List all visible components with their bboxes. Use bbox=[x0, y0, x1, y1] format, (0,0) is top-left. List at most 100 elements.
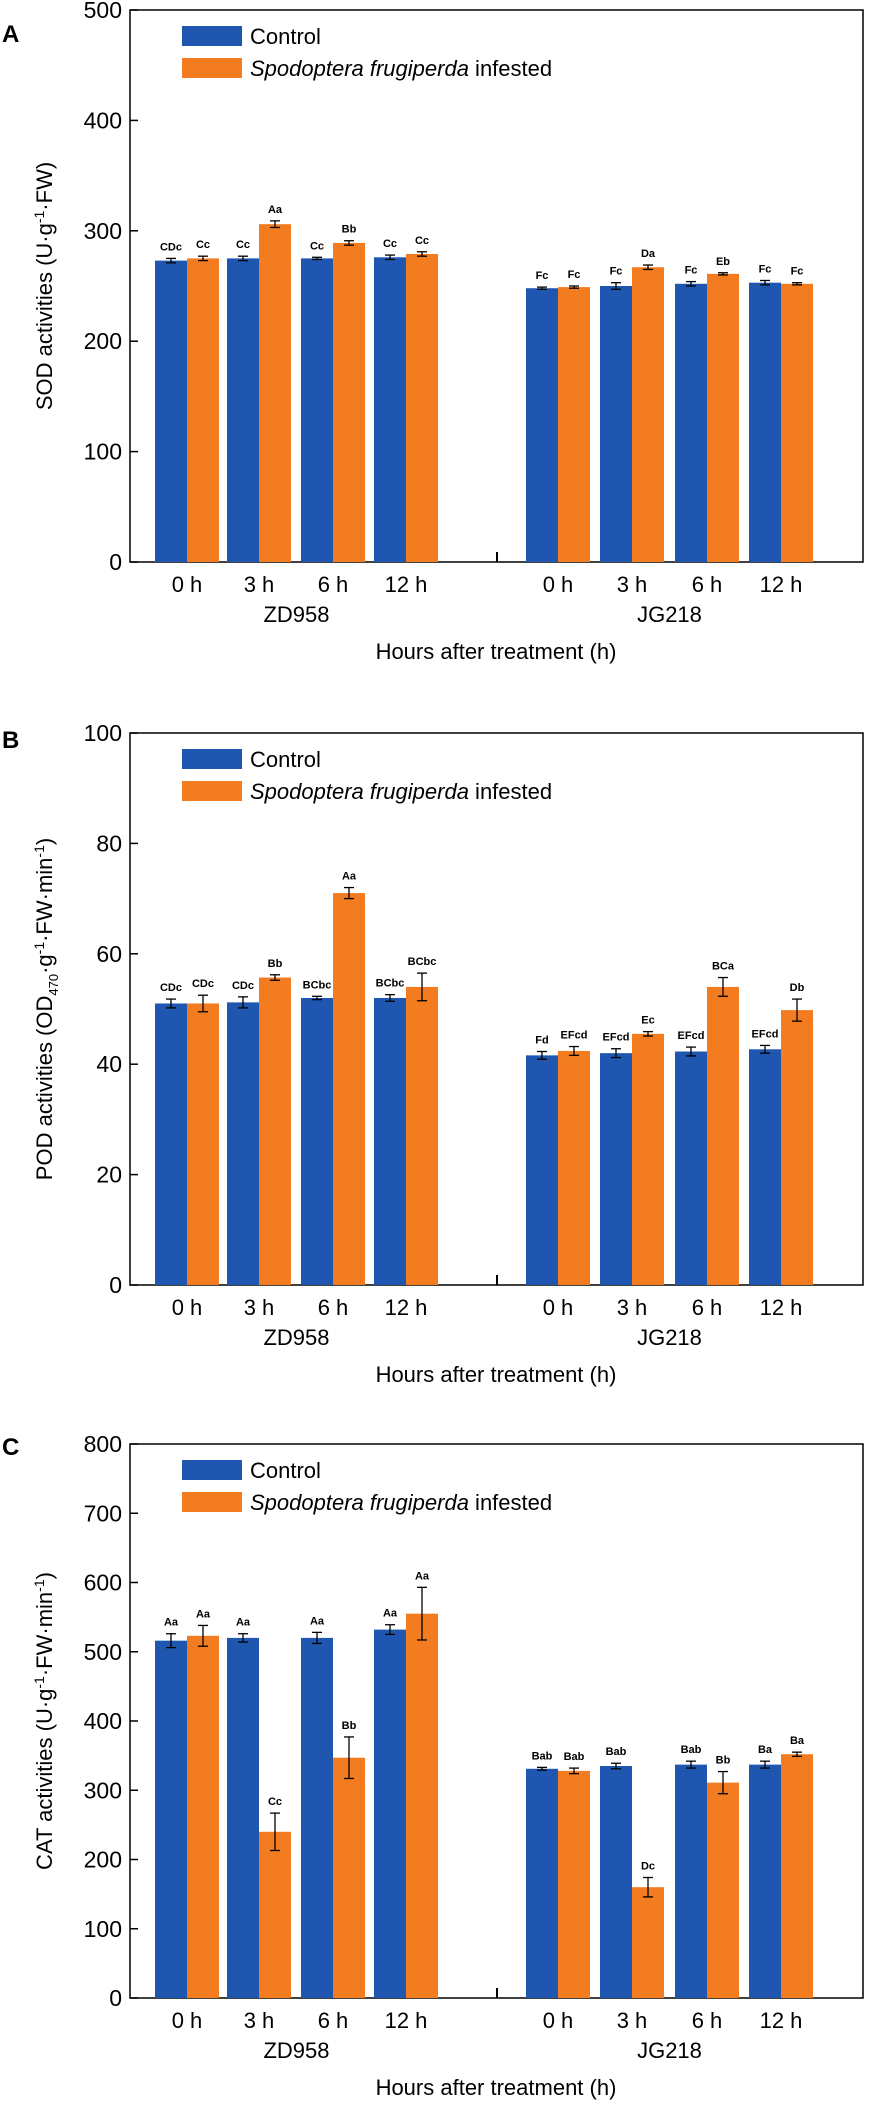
x-tick-label: 6 h bbox=[318, 572, 349, 597]
bar-infested bbox=[632, 1887, 664, 1998]
bar-infested bbox=[187, 258, 219, 562]
x-tick-label: 0 h bbox=[172, 2008, 203, 2033]
significance-label: EFcd bbox=[752, 1028, 779, 1040]
significance-label: Bb bbox=[342, 224, 357, 236]
x-tick-label: 0 h bbox=[543, 2008, 574, 2033]
significance-label: BCbc bbox=[303, 979, 332, 991]
bar-infested bbox=[259, 1831, 291, 1998]
bar-control bbox=[227, 1002, 259, 1285]
legend-swatch-infested bbox=[182, 781, 242, 801]
bar-infested bbox=[259, 224, 291, 562]
bar-control bbox=[600, 1053, 632, 1285]
bar-control bbox=[301, 997, 333, 1285]
bar-infested bbox=[333, 242, 365, 562]
x-tick-label: 3 h bbox=[244, 1295, 275, 1320]
y-tick-label: 20 bbox=[96, 1162, 122, 1188]
significance-label: Bab bbox=[606, 1746, 627, 1758]
significance-label: Aa bbox=[268, 204, 283, 216]
significance-label: Da bbox=[641, 248, 656, 260]
significance-label: Fc bbox=[759, 263, 772, 275]
y-tick-label: 100 bbox=[84, 439, 122, 465]
y-tick-label: 500 bbox=[84, 0, 122, 23]
x-tick-label: 0 h bbox=[543, 572, 574, 597]
y-tick-label: 300 bbox=[84, 218, 122, 244]
significance-label: Cc bbox=[268, 1796, 282, 1808]
significance-label: Ec bbox=[641, 1015, 654, 1027]
bar-infested bbox=[333, 1757, 365, 1998]
y-axis-label: POD activities (OD470·g-1·FW·min-1) bbox=[31, 838, 61, 1180]
significance-label: EFcd bbox=[678, 1030, 705, 1042]
legend-swatch-control bbox=[182, 26, 242, 46]
bar-infested bbox=[187, 1635, 219, 1998]
significance-label: Bab bbox=[532, 1750, 553, 1762]
significance-label: CDc bbox=[160, 982, 182, 994]
significance-label: EFcd bbox=[561, 1030, 588, 1042]
significance-label: Ba bbox=[758, 1744, 773, 1756]
significance-label: Eb bbox=[716, 256, 730, 268]
x-tick-label: 3 h bbox=[244, 572, 275, 597]
significance-label: Cc bbox=[383, 238, 397, 250]
significance-label: Fd bbox=[535, 1035, 548, 1047]
x-tick-label: 12 h bbox=[760, 1295, 803, 1320]
significance-label: BCa bbox=[712, 961, 735, 973]
significance-label: Bb bbox=[342, 1720, 357, 1732]
y-tick-label: 500 bbox=[84, 1639, 122, 1665]
bar-control bbox=[374, 997, 406, 1285]
legend-label-infested: Spodoptera frugiperda infested bbox=[250, 779, 552, 804]
x-axis-label: Hours after treatment (h) bbox=[376, 2075, 617, 2100]
legend-swatch-control bbox=[182, 749, 242, 769]
x-tick-label: 6 h bbox=[692, 2008, 723, 2033]
group-label: JG218 bbox=[637, 2038, 702, 2063]
group-label: ZD958 bbox=[263, 602, 329, 627]
x-tick-label: 3 h bbox=[617, 572, 648, 597]
significance-label: BCbc bbox=[376, 978, 405, 990]
significance-label: CDc bbox=[160, 241, 182, 253]
bar-infested bbox=[187, 1003, 219, 1285]
significance-label: Fc bbox=[610, 266, 623, 278]
bar-infested bbox=[406, 253, 438, 562]
bar-infested bbox=[632, 1033, 664, 1285]
significance-label: CDc bbox=[192, 978, 214, 990]
y-tick-label: 80 bbox=[96, 830, 122, 856]
bar-infested bbox=[707, 986, 739, 1285]
y-tick-label: 300 bbox=[84, 1777, 122, 1803]
x-tick-label: 3 h bbox=[244, 2008, 275, 2033]
x-tick-label: 12 h bbox=[760, 572, 803, 597]
bar-control bbox=[749, 282, 781, 562]
y-tick-label: 100 bbox=[84, 720, 122, 746]
bar-infested bbox=[707, 273, 739, 562]
bar-control bbox=[155, 1003, 187, 1285]
x-axis-label: Hours after treatment (h) bbox=[376, 1362, 617, 1387]
bar-control bbox=[749, 1764, 781, 1998]
significance-label: Ba bbox=[790, 1735, 805, 1747]
bar-control bbox=[227, 1637, 259, 1998]
x-tick-label: 0 h bbox=[543, 1295, 574, 1320]
x-tick-label: 0 h bbox=[172, 1295, 203, 1320]
significance-label: Aa bbox=[342, 871, 357, 883]
bar-infested bbox=[558, 1050, 590, 1285]
x-tick-label: 6 h bbox=[318, 2008, 349, 2033]
significance-label: Aa bbox=[310, 1615, 325, 1627]
x-tick-label: 6 h bbox=[692, 1295, 723, 1320]
bar-control bbox=[526, 288, 558, 562]
y-tick-label: 0 bbox=[109, 1272, 122, 1298]
significance-label: Fc bbox=[791, 266, 804, 278]
significance-label: Cc bbox=[236, 239, 250, 251]
bar-control bbox=[155, 1640, 187, 1998]
legend-label-control: Control bbox=[250, 24, 321, 49]
bar-control bbox=[227, 258, 259, 562]
x-axis-label: Hours after treatment (h) bbox=[376, 639, 617, 664]
significance-label: BCbc bbox=[408, 956, 437, 968]
group-label: JG218 bbox=[637, 1325, 702, 1350]
significance-label: Cc bbox=[310, 240, 324, 252]
group-label: ZD958 bbox=[263, 2038, 329, 2063]
x-tick-label: 3 h bbox=[617, 2008, 648, 2033]
significance-label: Bab bbox=[564, 1751, 585, 1763]
y-tick-label: 400 bbox=[84, 107, 122, 133]
y-axis-label: SOD activities (U·g-1·FW) bbox=[31, 162, 57, 410]
bar-infested bbox=[781, 1754, 813, 1998]
legend-label-control: Control bbox=[250, 747, 321, 772]
bar-infested bbox=[707, 1782, 739, 1998]
bar-control bbox=[749, 1049, 781, 1285]
